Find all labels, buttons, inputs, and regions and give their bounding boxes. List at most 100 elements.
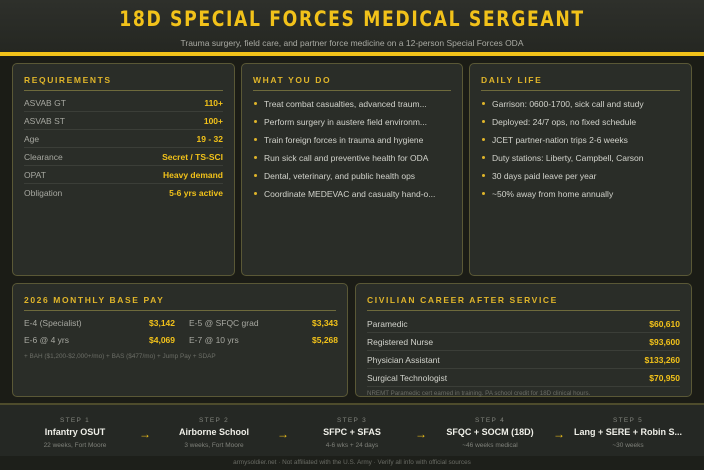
card-title: DAILY LIFE [481, 75, 543, 85]
list-item: Deployed: 24/7 ops, no fixed schedule [481, 116, 683, 134]
what-you-do-card: WHAT YOU DO Treat combat casualties, adv… [241, 63, 463, 276]
list-item: Garrison: 0600-1700, sick call and study [481, 98, 683, 116]
list-item: ~50% away from home annually [481, 188, 683, 206]
pay-cell: E-5 @ SFQC grad $3,343 [189, 316, 338, 332]
page-title: 18D SPECIAL FORCES MEDICAL SERGEANT [119, 7, 585, 31]
card-title: CIVILIAN CAREER AFTER SERVICE [367, 295, 558, 305]
requirement-label: OPAT [24, 170, 46, 180]
card-title: REQUIREMENTS [24, 75, 112, 85]
step-label: STEP 4 [474, 417, 506, 424]
pay-amount: $3,343 [312, 318, 338, 328]
list-item: Run sick call and preventive health for … [253, 152, 454, 170]
arrow-right-icon: → [277, 427, 289, 441]
card-title: 2026 MONTHLY BASE PAY [24, 295, 165, 305]
pay-cell: E-4 (Specialist) $3,142 [24, 316, 175, 332]
divider [24, 310, 336, 311]
divider [481, 90, 680, 91]
bullet-icon [482, 102, 485, 105]
monthly-pay-card: 2026 MONTHLY BASE PAY E-4 (Specialist) $… [12, 283, 348, 397]
requirement-row: Clearance Secret / TS-SCI [24, 148, 223, 166]
bullet-icon [482, 174, 485, 177]
requirement-value: 5-6 yrs active [169, 188, 223, 198]
bullet-icon [482, 156, 485, 159]
pay-grade: E-6 @ 4 yrs [24, 335, 69, 345]
bullet-icon [254, 156, 257, 159]
step-label: STEP 2 [198, 417, 230, 424]
arrow-right-icon: → [139, 427, 151, 441]
career-salary: $93,600 [649, 337, 680, 347]
header-divider [0, 52, 704, 56]
requirement-value: 100+ [203, 116, 223, 126]
pay-grade: E-5 @ SFQC grad [189, 318, 259, 328]
list-item: Coordinate MEDEVAC and casualty hand-o..… [253, 188, 454, 206]
requirement-row: OPAT Heavy demand [24, 166, 223, 184]
pay-grade: E-4 (Specialist) [24, 318, 82, 328]
requirement-label: Age [24, 134, 40, 144]
step-name: Infantry OSUT [44, 427, 106, 437]
page-header: 18D SPECIAL FORCES MEDICAL SERGEANT Trau… [0, 0, 704, 52]
pay-cell: E-6 @ 4 yrs $4,069 [24, 333, 175, 349]
requirement-row: Age 19 - 32 [24, 130, 223, 148]
divider [253, 90, 451, 91]
bullet-icon [482, 192, 485, 195]
requirement-value: 19 - 32 [196, 134, 223, 144]
step-label: STEP 3 [336, 417, 368, 424]
arrow-right-icon: → [415, 427, 427, 441]
requirement-value: Heavy demand [163, 170, 223, 180]
pipeline-step-5: STEP 5 Lang + SERE + Robin S... ~30 week… [568, 405, 688, 456]
step-detail: 4-6 wks + 24 days [325, 442, 379, 449]
bullet-icon [254, 192, 257, 195]
career-row: Surgical Technologist $70,950 [367, 369, 680, 387]
career-title: Paramedic [367, 319, 408, 329]
step-name: Lang + SERE + Robin S... [573, 427, 683, 437]
requirement-label: Obligation [24, 188, 63, 198]
list-item: 30 days paid leave per year [481, 170, 683, 188]
pipeline-step-4: STEP 4 SFQC + SOCM (18D) ~46 weeks medic… [430, 405, 550, 456]
career-row: Paramedic $60,610 [367, 315, 680, 333]
career-title: Surgical Technologist [367, 373, 448, 383]
daily-life-card: DAILY LIFE Garrison: 0600-1700, sick cal… [469, 63, 692, 276]
requirements-card: REQUIREMENTS ASVAB GT 110+ ASVAB ST 100+… [12, 63, 235, 276]
requirement-label: ASVAB ST [24, 116, 65, 126]
pay-note: + BAH ($1,200-$2,000+/mo) + BAS ($477/mo… [24, 353, 216, 360]
career-title: Registered Nurse [367, 337, 434, 347]
duties-list: Treat combat casualties, advanced traum.… [253, 98, 454, 206]
career-salary: $70,950 [649, 373, 680, 383]
bullet-icon [482, 138, 485, 141]
divider [367, 310, 680, 311]
requirement-row: Obligation 5-6 yrs active [24, 184, 223, 202]
requirement-value: 110+ [204, 98, 223, 108]
footer-disclaimer: armysoldier.net · Not affiliated with th… [0, 456, 704, 470]
list-item: Treat combat casualties, advanced traum.… [253, 98, 454, 116]
requirement-value: Secret / TS-SCI [162, 152, 223, 162]
career-title: Physician Assistant [367, 355, 440, 365]
arrow-right-icon: → [553, 427, 565, 441]
career-salary: $133,260 [644, 355, 680, 365]
pay-cell: E-7 @ 10 yrs $5,268 [189, 333, 338, 349]
list-item: Perform surgery in austere field environ… [253, 116, 454, 134]
bullet-icon [482, 120, 485, 123]
list-item: JCET partner-nation trips 2-6 weeks [481, 134, 683, 152]
bullet-icon [254, 138, 257, 141]
bullet-icon [254, 120, 257, 123]
civilian-career-card: CIVILIAN CAREER AFTER SERVICE Paramedic … [355, 283, 692, 397]
pay-amount: $5,268 [312, 335, 338, 345]
step-label: STEP 1 [59, 417, 91, 424]
pipeline-step-1: STEP 1 Infantry OSUT 22 weeks, Fort Moor… [15, 405, 135, 456]
step-detail: ~30 weeks [612, 442, 644, 449]
divider [24, 90, 223, 91]
daily-life-list: Garrison: 0600-1700, sick call and study… [481, 98, 683, 206]
pay-amount: $3,142 [149, 318, 175, 328]
bullet-icon [254, 174, 257, 177]
career-row: Registered Nurse $93,600 [367, 333, 680, 351]
career-row: Physician Assistant $133,260 [367, 351, 680, 369]
pipeline-step-3: STEP 3 SFPC + SFAS 4-6 wks + 24 days [292, 405, 412, 456]
requirement-label: ASVAB GT [24, 98, 66, 108]
training-pipeline: STEP 1 Infantry OSUT 22 weeks, Fort Moor… [0, 403, 704, 456]
requirement-row: ASVAB ST 100+ [24, 112, 223, 130]
pay-grade: E-7 @ 10 yrs [189, 335, 239, 345]
step-detail: 3 weeks, Fort Moore [184, 442, 244, 449]
career-salary: $60,610 [649, 319, 680, 329]
step-name: SFPC + SFAS [323, 427, 381, 437]
step-detail: ~46 weeks medical [462, 442, 518, 449]
